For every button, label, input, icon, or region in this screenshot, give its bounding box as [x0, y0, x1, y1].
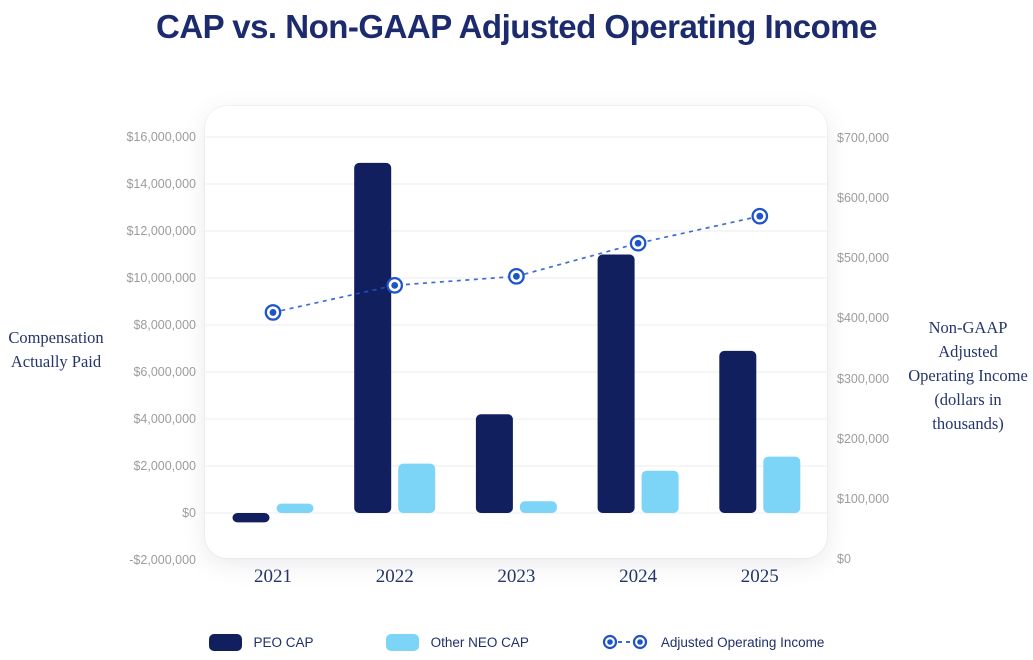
bar-other-neo-cap-2022[interactable] — [398, 463, 436, 513]
legend-label: Adjusted Operating Income — [660, 634, 825, 650]
x-axis-label-2024: 2024 — [619, 566, 658, 587]
bar-peo-cap-2025[interactable] — [719, 350, 757, 513]
left-axis-tick: $10,000,000 — [126, 271, 196, 285]
legend-item-other-neo-cap[interactable]: Other NEO CAP — [385, 633, 529, 651]
chart-legend: PEO CAP Other NEO CAP Adjusted Operating… — [0, 633, 1033, 651]
right-axis-title-line: Non-GAAP — [928, 318, 1008, 337]
legend-item-adjusted-operating-income[interactable]: Adjusted Operating Income — [601, 633, 825, 651]
bar-peo-cap-2023[interactable] — [475, 414, 513, 513]
right-axis-tick: $500,000 — [837, 251, 890, 266]
x-axis-label-2025: 2025 — [740, 566, 779, 587]
legend-label: Other NEO CAP — [430, 634, 529, 650]
right-axis-tick: $0 — [837, 551, 851, 566]
right-axis-tick: $400,000 — [837, 311, 890, 326]
legend-item-peo-cap[interactable]: PEO CAP — [208, 633, 314, 651]
bar-peo-cap-2022[interactable] — [354, 162, 392, 513]
line-marker-dot — [391, 281, 399, 289]
bar-peo-cap-2021[interactable] — [232, 513, 270, 523]
bar-other-neo-cap-2023[interactable] — [519, 501, 557, 513]
right-axis-tick: $600,000 — [837, 191, 890, 206]
peo-cap-swatch-icon — [208, 633, 242, 651]
right-axis-title-line: (dollars in — [934, 389, 1002, 409]
line-marker-icon — [602, 634, 647, 650]
line-marker-dot — [756, 212, 764, 220]
left-axis-tick: $14,000,000 — [126, 177, 196, 191]
bar-other-neo-cap-2021[interactable] — [276, 503, 314, 513]
left-axis-title: Compensation Actually Paid — [0, 326, 112, 374]
x-axis-label-2022: 2022 — [375, 566, 414, 587]
legend-label: PEO CAP — [253, 634, 314, 650]
right-axis-tick: $300,000 — [837, 371, 890, 386]
line-marker-dot — [269, 309, 277, 316]
left-axis-tick: $12,000,000 — [126, 224, 196, 238]
other-neo-cap-swatch-icon — [385, 633, 419, 651]
left-axis-title-line: Compensation — [8, 328, 104, 347]
left-axis-tick: $8,000,000 — [133, 318, 196, 332]
chart-title: CAP vs. Non-GAAP Adjusted Operating Inco… — [155, 8, 878, 45]
left-axis-tick: $16,000,000 — [126, 130, 196, 144]
bar-other-neo-cap-2025[interactable] — [763, 456, 801, 513]
left-axis-tick: -$2,000,000 — [129, 553, 196, 567]
right-axis-title-line: thousands) — [932, 413, 1004, 433]
right-axis-tick: $200,000 — [837, 431, 890, 446]
line-marker-dot — [513, 272, 520, 280]
right-axis-title-line: Operating Income — [908, 365, 1028, 385]
right-axis-tick: $700,000 — [837, 131, 890, 145]
right-axis-title: Non-GAAP Adjusted Operating Income (doll… — [903, 316, 1033, 436]
x-axis-label-2023: 2023 — [497, 566, 536, 587]
left-axis-tick: $4,000,000 — [133, 412, 196, 426]
plot-area — [205, 136, 827, 523]
x-axis-label-2021: 2021 — [254, 566, 292, 587]
plot-card — [205, 106, 827, 558]
right-axis-title-line: Adjusted — [938, 341, 998, 361]
left-axis-title-line: Actually Paid — [10, 351, 102, 371]
left-axis-tick: $6,000,000 — [133, 365, 196, 379]
bar-peo-cap-2024[interactable] — [597, 254, 635, 514]
left-axis-tick: $2,000,000 — [133, 459, 196, 473]
bar-other-neo-cap-2024[interactable] — [641, 470, 679, 513]
line-marker-dot — [634, 239, 642, 247]
left-axis-tick: $0 — [182, 506, 196, 520]
right-axis-tick: $100,000 — [837, 491, 890, 506]
